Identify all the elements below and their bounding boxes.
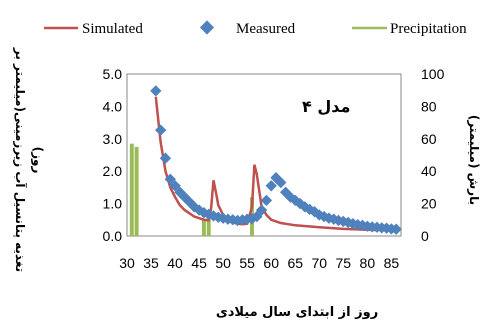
y-left-tick-labels: 0.0 1.0 2.0 3.0 4.0 5.0 [103,66,123,244]
y-right-tick-label: 40 [421,163,437,179]
x-tick-labels: 30 35 40 45 50 55 60 65 70 75 80 85 [119,255,399,271]
legend: Simulated Measured Precipitation [44,20,467,37]
precipitation-bar [135,147,139,236]
y-right-tick-labels: 0 20 40 60 80 100 [421,66,445,244]
x-tick-label: 60 [263,255,279,271]
x-tick-label: 80 [360,255,376,271]
simulated-line [156,97,396,231]
x-tick-label: 70 [311,255,327,271]
x-tick-label: 30 [119,255,135,271]
x-tick-label: 75 [336,255,352,271]
y-right-tick-label: 100 [421,66,445,82]
x-tick-label: 50 [215,255,231,271]
y-left-tick-label: 4.0 [103,98,123,114]
x-tick-label: 45 [191,255,207,271]
legend-precipitation-label: Precipitation [390,21,467,37]
measured-point [150,85,161,96]
x-tick-label: 55 [239,255,255,271]
precipitation-bar [202,220,206,236]
precipitation-bar [130,144,134,236]
x-tick-label: 85 [384,255,400,271]
y-left-tick-label: 2.0 [103,163,123,179]
y-left-tick-label: 3.0 [103,131,123,147]
y-left-tick-label: 0.0 [103,228,123,244]
chart-annotation: مدل ۴ [302,97,350,116]
legend-measured-label: Measured [236,21,296,37]
x-tick-label: 65 [287,255,303,271]
legend-simulated-label: Simulated [82,21,143,37]
legend-measured-marker [200,20,214,34]
y-left-axis-title-line2: روز) [30,147,45,174]
y-right-tick-label: 20 [421,196,437,212]
y-right-tick-label: 60 [421,131,437,147]
measured-point [155,124,166,135]
y-right-tick-label: 0 [421,228,429,244]
y-left-tick-label: 5.0 [103,66,123,82]
x-tick-label: 35 [143,255,159,271]
x-axis-title: روز از ابتدای سال میلادی [216,305,378,320]
y-right-tick-label: 80 [421,98,437,114]
x-tick-label: 40 [167,255,183,271]
y-left-axis-title-line1: تغذیه پتانسیل آب زیرزمینی(میلیمتر بر [13,47,28,272]
y-right-axis-title: بارش (میلیمتر) [467,115,481,205]
y-left-tick-label: 1.0 [103,196,123,212]
